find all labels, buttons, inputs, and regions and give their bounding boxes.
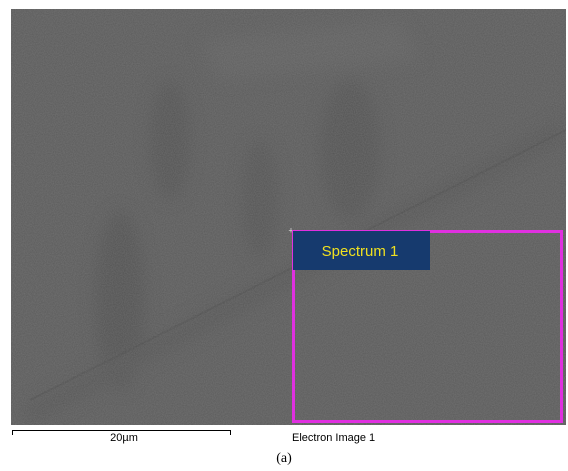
region-label: Spectrum 1 [322,243,399,260]
scale-bar-label: 20µm [110,432,138,444]
figure: + Spectrum 1 20µm Electron Image 1 (a) [0,0,568,471]
caption: (a) [276,451,292,466]
image-title: Electron Image 1 [292,432,375,444]
sem-image [11,9,566,425]
